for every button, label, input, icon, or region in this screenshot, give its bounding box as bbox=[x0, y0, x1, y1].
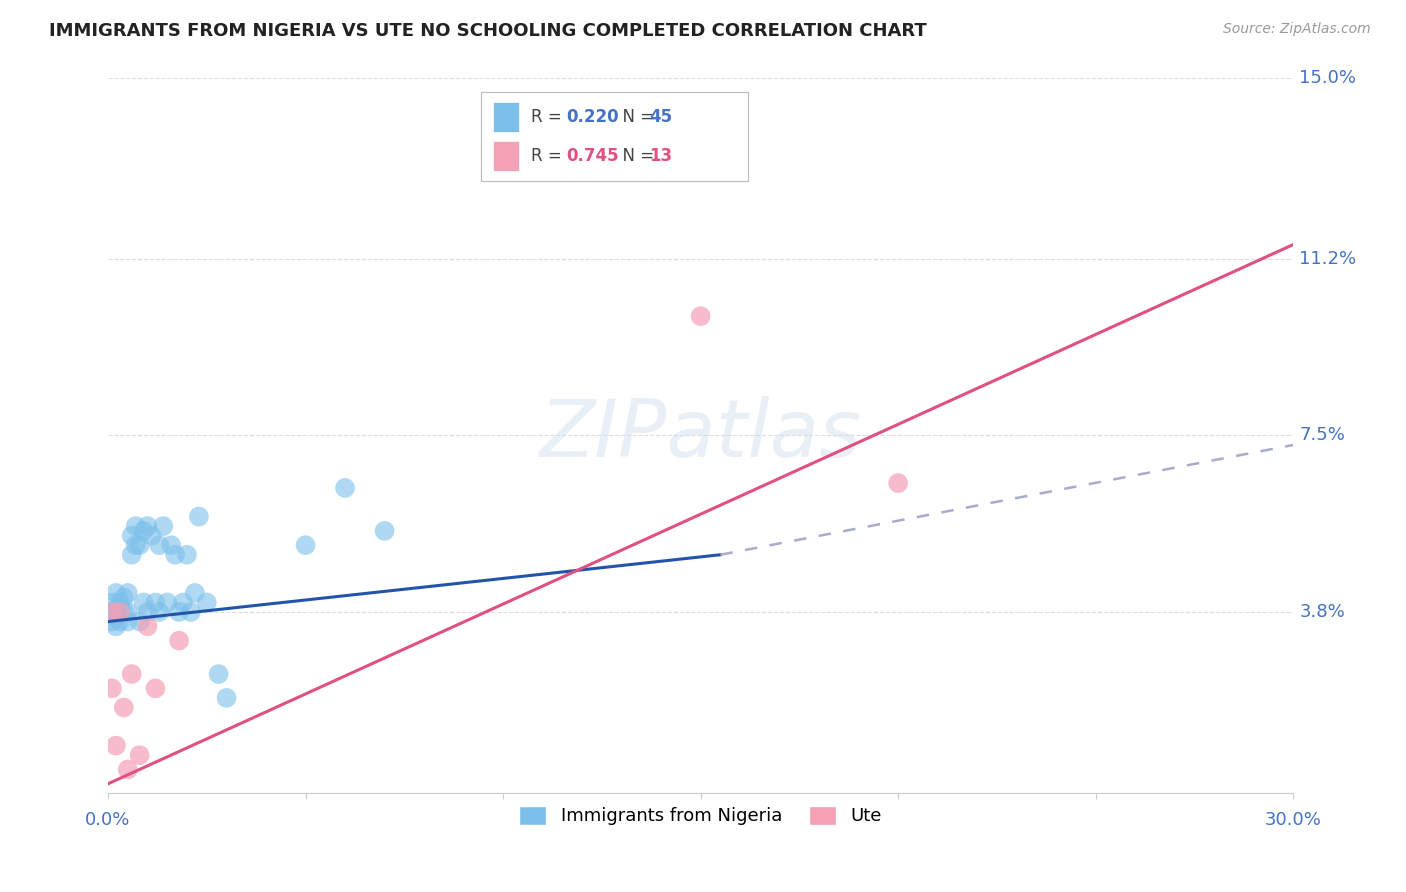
Point bbox=[121, 667, 143, 681]
Point bbox=[121, 548, 143, 562]
Point bbox=[165, 548, 187, 562]
Point bbox=[160, 538, 183, 552]
Point bbox=[112, 591, 135, 605]
Point bbox=[128, 538, 150, 552]
Point bbox=[117, 615, 139, 629]
Text: 0.745: 0.745 bbox=[567, 147, 619, 165]
Point bbox=[104, 586, 127, 600]
Text: N =: N = bbox=[612, 147, 659, 165]
Point bbox=[101, 615, 124, 629]
Text: 15.0%: 15.0% bbox=[1299, 69, 1357, 87]
Text: 0.0%: 0.0% bbox=[86, 811, 131, 830]
Point bbox=[215, 690, 238, 705]
Text: R =: R = bbox=[531, 147, 567, 165]
Point bbox=[333, 481, 356, 495]
Point bbox=[101, 595, 124, 609]
Text: Source: ZipAtlas.com: Source: ZipAtlas.com bbox=[1223, 22, 1371, 37]
Point bbox=[167, 605, 190, 619]
Point bbox=[136, 619, 159, 633]
Point bbox=[184, 586, 207, 600]
Text: 45: 45 bbox=[650, 108, 673, 126]
Point bbox=[141, 529, 163, 543]
Point bbox=[101, 681, 124, 696]
Point bbox=[128, 615, 150, 629]
Point bbox=[145, 595, 167, 609]
Point bbox=[101, 605, 124, 619]
Text: 11.2%: 11.2% bbox=[1299, 250, 1357, 268]
Point bbox=[152, 519, 174, 533]
Point bbox=[124, 519, 146, 533]
Point bbox=[294, 538, 316, 552]
Point bbox=[374, 524, 396, 538]
Point bbox=[128, 748, 150, 763]
Text: 30.0%: 30.0% bbox=[1265, 811, 1322, 830]
Point bbox=[112, 700, 135, 714]
Text: IMMIGRANTS FROM NIGERIA VS UTE NO SCHOOLING COMPLETED CORRELATION CHART: IMMIGRANTS FROM NIGERIA VS UTE NO SCHOOL… bbox=[49, 22, 927, 40]
Point bbox=[108, 605, 131, 619]
Point bbox=[167, 633, 190, 648]
Point bbox=[148, 538, 170, 552]
Point bbox=[104, 609, 127, 624]
FancyBboxPatch shape bbox=[481, 92, 748, 181]
Text: ZIPatlas: ZIPatlas bbox=[540, 396, 862, 475]
Text: 13: 13 bbox=[650, 147, 673, 165]
Point bbox=[117, 586, 139, 600]
Text: N =: N = bbox=[612, 108, 659, 126]
Text: R =: R = bbox=[531, 108, 567, 126]
Point bbox=[207, 667, 229, 681]
Point bbox=[145, 681, 167, 696]
Point bbox=[136, 519, 159, 533]
Legend: Immigrants from Nigeria, Ute: Immigrants from Nigeria, Ute bbox=[510, 797, 891, 834]
Point bbox=[121, 529, 143, 543]
Point bbox=[132, 524, 155, 538]
Point bbox=[117, 605, 139, 619]
Text: 3.8%: 3.8% bbox=[1299, 603, 1346, 621]
Point bbox=[112, 605, 135, 619]
Point bbox=[132, 595, 155, 609]
Point bbox=[689, 309, 711, 323]
Point bbox=[117, 763, 139, 777]
Point bbox=[195, 595, 218, 609]
Point bbox=[108, 595, 131, 609]
Point bbox=[176, 548, 198, 562]
Point bbox=[101, 605, 124, 619]
Point bbox=[104, 619, 127, 633]
Point bbox=[108, 615, 131, 629]
Point bbox=[104, 605, 127, 619]
Point bbox=[124, 538, 146, 552]
Point bbox=[172, 595, 194, 609]
Text: 7.5%: 7.5% bbox=[1299, 426, 1346, 444]
Point bbox=[180, 605, 202, 619]
Point bbox=[148, 605, 170, 619]
Point bbox=[136, 605, 159, 619]
Bar bbox=[494, 102, 519, 132]
Point bbox=[187, 509, 209, 524]
Point bbox=[887, 476, 910, 491]
Point bbox=[108, 600, 131, 615]
Text: 0.220: 0.220 bbox=[567, 108, 619, 126]
Point bbox=[156, 595, 179, 609]
Bar bbox=[494, 141, 519, 171]
Point bbox=[104, 739, 127, 753]
